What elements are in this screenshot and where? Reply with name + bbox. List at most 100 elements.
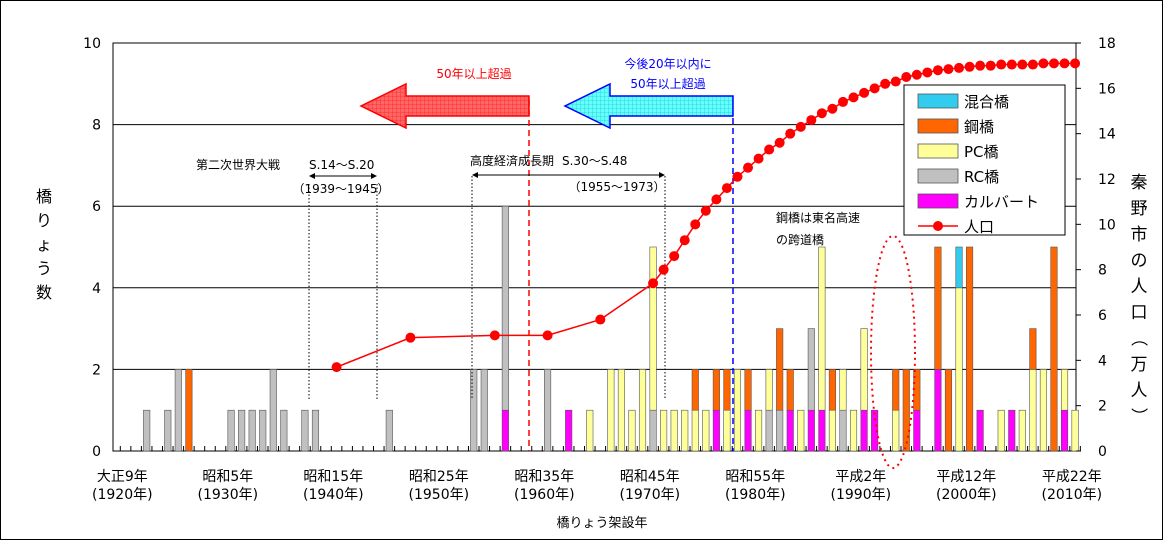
bar-segment — [586, 409, 594, 452]
x-tick-era-label: 平成22年 — [1042, 469, 1102, 485]
bar-segment — [248, 409, 256, 452]
bar-segment — [660, 409, 668, 452]
bar-segment — [1018, 409, 1026, 452]
bar-segment — [480, 369, 488, 452]
bar-segment — [565, 409, 573, 452]
bar-segment — [638, 369, 647, 452]
population-point — [732, 171, 743, 182]
within20-label-line2: 50年以上超過 — [630, 76, 705, 91]
plot-area — [112, 42, 1077, 452]
growth-arrow-left — [472, 172, 478, 178]
legend-swatch — [917, 93, 959, 109]
y-tick-label: 0 — [92, 444, 101, 460]
population-point — [711, 194, 722, 205]
population-point — [489, 330, 500, 341]
bar-segment — [227, 409, 235, 452]
x-tick-ad-label: (1980年) — [725, 487, 786, 503]
bar-segment — [259, 409, 267, 452]
y-right-title-char: 口 — [1131, 303, 1148, 323]
bar-segment — [1039, 369, 1047, 452]
legend-label: PC橋 — [964, 143, 999, 161]
bar-segment — [955, 246, 963, 289]
x-tick-ad-label: (1930年) — [198, 487, 259, 503]
ww2-showa-label: S.14～S.20 — [309, 158, 374, 172]
legend-swatch — [917, 118, 959, 134]
y-right-tick-label: 14 — [1098, 127, 1116, 143]
y-right-title-char: 秦 — [1131, 173, 1148, 193]
bar-segment — [164, 409, 172, 452]
population-point — [975, 60, 986, 71]
y-right-title-char: （ — [1128, 330, 1148, 347]
population-point — [880, 78, 891, 89]
bar-segment — [976, 409, 984, 452]
population-point — [658, 264, 669, 275]
tomei-note-line2: の跨道橋 — [776, 233, 824, 247]
bar-segment — [649, 246, 657, 411]
population-point — [743, 162, 754, 173]
population-point — [816, 108, 827, 119]
y-axis-title-char: ょ — [36, 235, 52, 254]
bar-segment — [1071, 409, 1079, 452]
population-point — [1017, 59, 1028, 70]
x-tick-ad-label: (1950年) — [409, 487, 470, 503]
population-series — [331, 58, 1081, 373]
x-tick-era-label: 昭和5年 — [202, 469, 253, 485]
bar-segment — [501, 409, 509, 452]
bar-segment — [691, 409, 699, 452]
x-tick-era-label: 昭和15年 — [303, 469, 363, 485]
x-tick-era-label: 昭和45年 — [620, 469, 680, 485]
x-tick-era-label: 大正9年 — [97, 469, 148, 485]
bar-segment — [1029, 369, 1037, 452]
population-point — [542, 330, 553, 341]
ww2-arrow-left — [309, 173, 315, 179]
bar-segment — [691, 369, 699, 411]
y-tick-label: 8 — [92, 118, 101, 134]
bar-segment — [723, 369, 731, 411]
growth-label: 高度経済成長期 — [470, 153, 554, 168]
bar-segment — [902, 369, 910, 452]
x-tick-ad-label: (2000年) — [936, 487, 997, 503]
population-point — [721, 183, 732, 194]
y-axis-title-char: う — [36, 259, 52, 278]
population-point — [669, 251, 680, 262]
bar-segment — [301, 409, 309, 452]
bar-segment — [797, 409, 805, 452]
bar-segment — [818, 409, 826, 452]
x-tick-ad-label: (2010年) — [1042, 487, 1103, 503]
bar-segment — [238, 409, 246, 452]
population-point — [932, 65, 943, 76]
population-point — [331, 362, 342, 373]
x-axis-title: 橋りょう架設年 — [556, 515, 647, 531]
bar-segment — [818, 246, 826, 411]
legend-label: RC橋 — [964, 168, 999, 186]
population-point — [1048, 58, 1059, 69]
bar-segment — [311, 409, 320, 452]
bar-segment — [944, 369, 953, 452]
bar-segment — [860, 328, 868, 411]
y-axis-title-char: り — [36, 211, 52, 230]
legend-swatch — [917, 168, 959, 184]
population-point — [774, 137, 785, 148]
within20-arrow — [563, 82, 734, 130]
population-point — [1027, 59, 1038, 70]
y-tick-label: 10 — [83, 36, 101, 52]
population-point — [996, 59, 1007, 70]
population-point — [753, 153, 764, 164]
population-point — [943, 64, 954, 75]
bar-segment — [607, 369, 615, 452]
bar-segment — [1008, 409, 1016, 452]
y-right-title-char: の — [1131, 251, 1148, 271]
x-tick-era-label: 昭和55年 — [725, 469, 785, 485]
ww2-arrow-right — [371, 173, 377, 179]
y-right-tick-label: 4 — [1098, 353, 1107, 369]
bar-segment — [670, 409, 678, 452]
bar-segment — [544, 369, 552, 452]
y-right-tick-label: 18 — [1098, 36, 1116, 52]
population-point — [859, 87, 870, 98]
population-point — [848, 92, 859, 103]
bar-segment — [934, 369, 942, 452]
x-tick-era-label: 平成12年 — [936, 469, 996, 485]
population-point — [890, 76, 901, 87]
